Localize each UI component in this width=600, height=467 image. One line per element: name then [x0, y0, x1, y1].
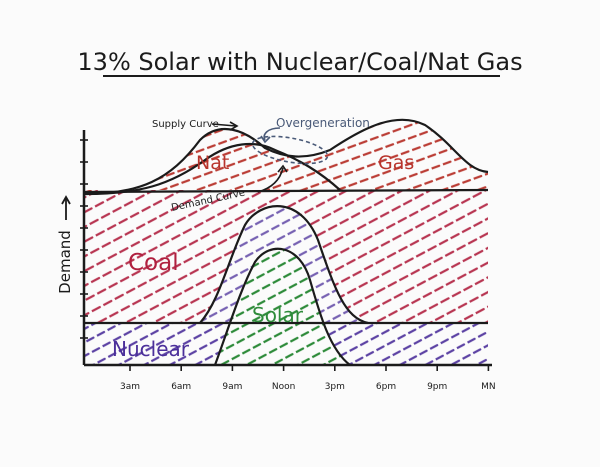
- supply-curve-arrow: [211, 123, 237, 127]
- overgeneration-arrowhead: [260, 135, 271, 144]
- x-tick-label: 3pm: [325, 382, 345, 392]
- gas-region: [84, 119, 488, 194]
- overgeneration-marker: [251, 135, 329, 165]
- y-axis-ticks: [80, 139, 88, 339]
- x-tick-label: 6am: [171, 382, 191, 392]
- x-axis-tick-labels: 3am 6am 9am Noon 3pm 6pm 9pm MN: [120, 365, 496, 392]
- supply-curve: [83, 118, 489, 196]
- x-tick-label: 6pm: [376, 382, 396, 392]
- demand-curve-arrow: [257, 167, 284, 193]
- solar-outer-curve: [199, 205, 369, 325]
- supply-curve-arrowhead: [229, 121, 239, 131]
- x-tick-label: 9pm: [427, 382, 447, 392]
- demand-curve-arrowhead: [277, 164, 288, 173]
- x-tick-label: 3am: [120, 382, 140, 392]
- y-axis-label-arrowhead: [61, 195, 71, 205]
- supply-curve-label: Supply Curve: [152, 119, 219, 130]
- gas-label: Gas: [378, 152, 414, 174]
- baseload-line: [83, 188, 489, 194]
- overgeneration-label: Overgeneration: [276, 116, 370, 130]
- solar-region-hatch: [215, 248, 350, 365]
- coal-label: Coal: [128, 250, 179, 276]
- diagram-title: 13% Solar with Nuclear/Coal/Nat Gas: [77, 48, 522, 76]
- solar-inner-curve: [213, 247, 351, 366]
- solar-label: Solar: [252, 303, 304, 327]
- x-tick-label: 9am: [222, 382, 242, 392]
- x-tick-label: Noon: [272, 382, 295, 392]
- x-tick-label: MN: [481, 382, 496, 392]
- nuclear-label: Nuclear: [112, 337, 190, 361]
- demand-curve: [83, 143, 341, 196]
- y-axis-label-group: Demand: [56, 230, 74, 294]
- nat-label: Nat: [196, 152, 229, 174]
- overgeneration-arrow: [263, 127, 281, 141]
- y-axis-label: Demand: [56, 230, 74, 294]
